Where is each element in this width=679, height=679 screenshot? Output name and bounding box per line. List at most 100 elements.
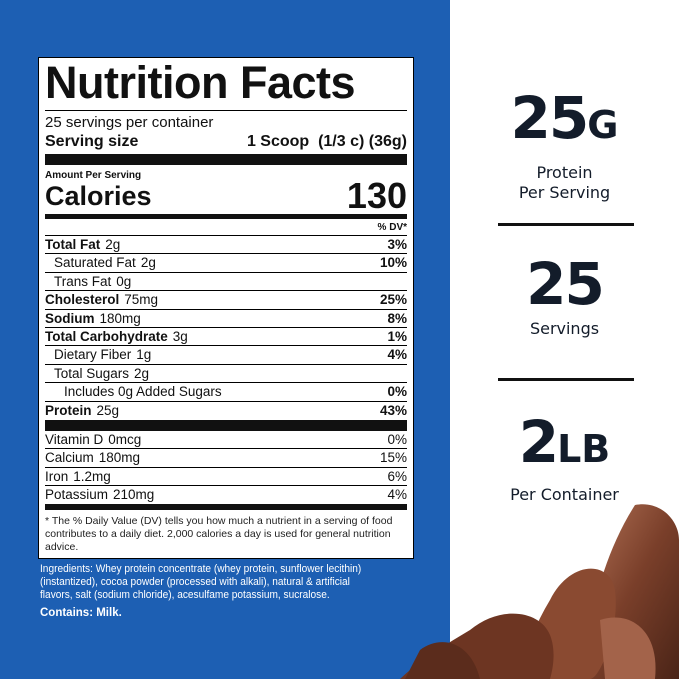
stat-number: 25 — [510, 84, 590, 152]
thick-divider — [45, 419, 407, 431]
daily-value: 4% — [387, 347, 407, 363]
nutrient-amount: 2g — [105, 237, 121, 252]
calories-label: Calories — [45, 181, 152, 211]
servings-per-container: 25 servings per container — [45, 114, 214, 131]
nutrient-label: Potassium 210mg — [45, 486, 154, 504]
stat-servings: 25 Servings — [450, 254, 679, 339]
dv-footnote: * The % Daily Value (DV) tells you how m… — [45, 515, 393, 554]
calories-value: 130 — [346, 175, 407, 216]
chocolate-curls-image — [400, 504, 679, 679]
daily-value: 8% — [387, 310, 407, 326]
nutrient-row: Sodium 180mg 8% — [45, 310, 407, 328]
nutrient-name: Protein — [45, 402, 92, 418]
nutrient-row: Total Sugars 2g — [45, 365, 407, 384]
stat-unit: G — [587, 103, 619, 147]
daily-value: 3% — [387, 237, 407, 252]
daily-value: 10% — [379, 255, 407, 271]
nutrient-amount: 1.2mg — [73, 468, 111, 484]
stat-unit: LB — [557, 427, 611, 471]
nutrient-amount: 210mg — [113, 487, 155, 503]
amount-per-serving: Amount Per Serving — [45, 170, 142, 181]
vitamin-row: Potassium 210mg 4% — [45, 486, 407, 504]
nutrient-name: Includes 0g Added Sugars — [64, 384, 222, 400]
nutrient-amount: 180mg — [98, 450, 141, 466]
nutrient-row: Dietary Fiber 1g 4% — [45, 346, 407, 365]
nutrient-row: Saturated Fat 2g 10% — [45, 254, 407, 273]
daily-value: 6% — [387, 468, 407, 484]
nutrient-label: Includes 0g Added Sugars — [64, 383, 227, 400]
nutrient-name: Sodium — [45, 310, 95, 326]
stat-protein: 25G Protein Per Serving — [450, 88, 679, 203]
divider-line — [498, 378, 634, 381]
nutrient-amount: 25g — [96, 402, 120, 418]
stat-caption: Per Serving — [518, 183, 611, 202]
nutrient-row: Protein 25g 43% — [45, 402, 407, 420]
serving-size-label: Serving size — [45, 133, 139, 150]
nutrient-label: Saturated Fat 2g — [54, 254, 156, 271]
nutrient-amount: 2g — [140, 255, 156, 271]
ingredients-text: Ingredients: Whey protein concentrate (w… — [40, 563, 362, 601]
label-title: Nutrition Facts — [45, 60, 407, 111]
nutrient-name: Iron — [45, 468, 69, 484]
vitamin-row: Vitamin D 0mcg 0% — [45, 431, 407, 450]
nutrient-amount: 3g — [172, 328, 188, 344]
nutrient-amount: 0mcg — [108, 431, 142, 447]
nutrient-label: Calcium 180mg — [45, 449, 140, 466]
thick-divider — [45, 154, 407, 165]
nutrient-label: Iron 1.2mg — [45, 468, 111, 485]
stat-caption: Per Container — [510, 485, 619, 504]
nutrient-amount: 2g — [134, 365, 150, 381]
nutrient-name: Potassium — [45, 487, 109, 503]
nutrient-name: Calcium — [45, 450, 94, 466]
nutrient-name: Cholesterol — [45, 292, 120, 308]
daily-value: 0% — [387, 384, 407, 400]
serving-size-row: Serving size 1 Scoop (1/3 c) (36g) — [45, 132, 407, 151]
allergen-statement: Contains: Milk. — [40, 607, 122, 619]
calories-row: Calories 130 — [45, 175, 407, 216]
nutrient-row: Total Fat 2g 3% — [45, 236, 407, 255]
nutrient-amount: 0g — [116, 273, 132, 289]
nutrient-name: Saturated Fat — [54, 255, 136, 271]
nutrient-label: Cholesterol 75mg — [45, 291, 158, 308]
nutrient-row: Includes 0g Added Sugars 0% — [45, 383, 407, 402]
daily-value: 0% — [387, 431, 407, 447]
daily-value: 15% — [379, 450, 407, 466]
nutrient-label: Trans Fat 0g — [54, 273, 131, 290]
nutrient-name: Vitamin D — [45, 431, 104, 447]
nutrient-label: Total Fat 2g — [45, 236, 120, 253]
nutrient-name: Total Sugars — [54, 365, 130, 381]
stat-caption: Protein — [536, 163, 593, 182]
nutrient-label: Protein 25g — [45, 402, 119, 420]
vitamin-row: Calcium 180mg 15% — [45, 449, 407, 468]
nutrient-amount: 75mg — [124, 292, 159, 308]
stat-caption: Servings — [529, 319, 600, 338]
stat-container: 2LB Per Container — [450, 412, 679, 505]
nutrient-label: Dietary Fiber 1g — [54, 346, 151, 363]
divider-line — [498, 223, 634, 226]
nutrient-row: Trans Fat 0g — [45, 273, 407, 292]
nutrient-row: Cholesterol 75mg 25% — [45, 291, 407, 310]
nutrient-label: Vitamin D 0mcg — [45, 431, 141, 448]
serving-size-value: 1 Scoop (1/3 c) (36g) — [246, 133, 407, 150]
daily-value: 43% — [379, 402, 407, 418]
stat-number: 2 — [518, 408, 559, 476]
nutrient-name: Total Fat — [45, 237, 101, 252]
nutrient-name: Total Carbohydrate — [45, 328, 168, 344]
dv-header: % DV* — [45, 219, 407, 236]
nutrient-name: Trans Fat — [54, 273, 112, 289]
daily-value: 4% — [387, 487, 407, 503]
nutrient-amount: 1g — [136, 347, 152, 363]
nutrient-label: Total Carbohydrate 3g — [45, 328, 188, 345]
nutrient-name: Dietary Fiber — [54, 347, 132, 363]
nutrient-label: Sodium 180mg — [45, 310, 141, 327]
daily-value: 1% — [387, 328, 407, 344]
daily-value: 25% — [379, 292, 407, 308]
nutrient-amount: 180mg — [99, 310, 141, 326]
nutrition-facts-label: Nutrition Facts 25 servings per containe… — [38, 57, 414, 559]
vitamin-row: Iron 1.2mg 6% — [45, 468, 407, 487]
nutrient-label: Total Sugars 2g — [54, 365, 149, 382]
nutrient-row: Total Carbohydrate 3g 1% — [45, 328, 407, 347]
medium-divider — [45, 214, 407, 219]
stat-number: 25 — [526, 250, 605, 318]
medium-divider — [45, 504, 407, 511]
